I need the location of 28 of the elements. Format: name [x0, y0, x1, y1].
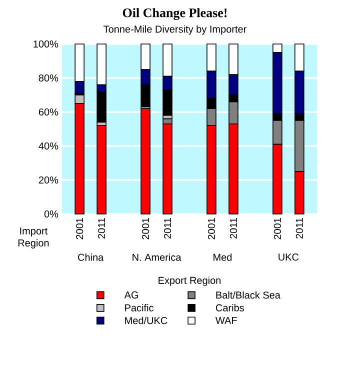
chart-title: Oil Change Please! [122, 8, 227, 20]
x-tick-label: 2011 [230, 218, 237, 239]
legend-title: Export Region [158, 276, 221, 286]
legend-label: Balt/Black Sea [216, 291, 280, 299]
y-tick-label: 100% [34, 40, 58, 48]
text: Med [214, 254, 232, 261]
x-tick-label: 2001 [76, 218, 84, 240]
y-tick-label: 40% [38, 142, 58, 150]
x-tick-label: 2011 [296, 218, 303, 239]
y-tick-label: 60% [38, 108, 58, 116]
legend-label: WAF [215, 316, 237, 324]
chart-subtitle: Tonne-Mile Diversity by Importer [104, 25, 246, 35]
y-tick-label: 80% [38, 74, 58, 82]
x-tick-label: 2011 [164, 218, 172, 239]
text: China [78, 254, 104, 261]
y-tick-label: 20% [38, 176, 58, 184]
x-tick-label: 2001 [274, 218, 281, 240]
y-tick-label: 0% [44, 210, 58, 218]
x-axis-title: Import Region [18, 228, 49, 248]
x-tick-label: 2001 [142, 218, 150, 240]
legend-label: Caribs [216, 304, 244, 312]
text: UKC [278, 254, 299, 261]
legend-label: AG [124, 291, 138, 299]
x-tick-label: 2001 [208, 218, 216, 240]
legend-label: Pacific [125, 304, 154, 312]
text: N. America [132, 254, 182, 261]
x-tick-label: 2011 [98, 218, 106, 239]
legend-label: Med/UKC [125, 316, 168, 324]
